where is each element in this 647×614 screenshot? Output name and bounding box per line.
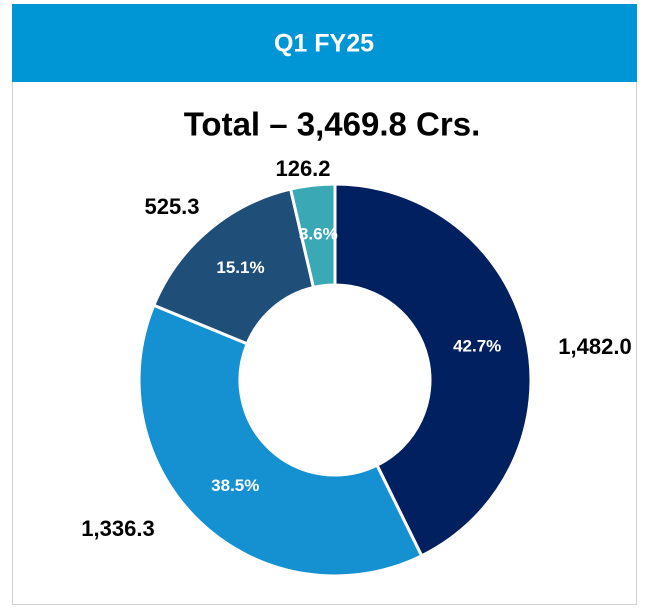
chart-subtitle: Total – 3,469.8 Crs. — [184, 106, 481, 143]
percent-label: 42.7% — [453, 336, 501, 355]
donut-slice — [333, 182, 533, 558]
value-label: 1,336.3 — [81, 516, 154, 541]
chart-title: Q1 FY25 — [274, 30, 374, 58]
percent-label: 3.6% — [299, 224, 338, 243]
value-label: 1,482.0 — [558, 334, 631, 359]
header-bar — [12, 4, 637, 82]
percent-label: 15.1% — [216, 258, 264, 277]
percent-label: 38.5% — [211, 476, 259, 495]
donut-slice — [288, 182, 337, 290]
value-label: 525.3 — [144, 194, 199, 219]
value-label: 126.2 — [275, 156, 330, 181]
donut-slice — [137, 303, 424, 578]
